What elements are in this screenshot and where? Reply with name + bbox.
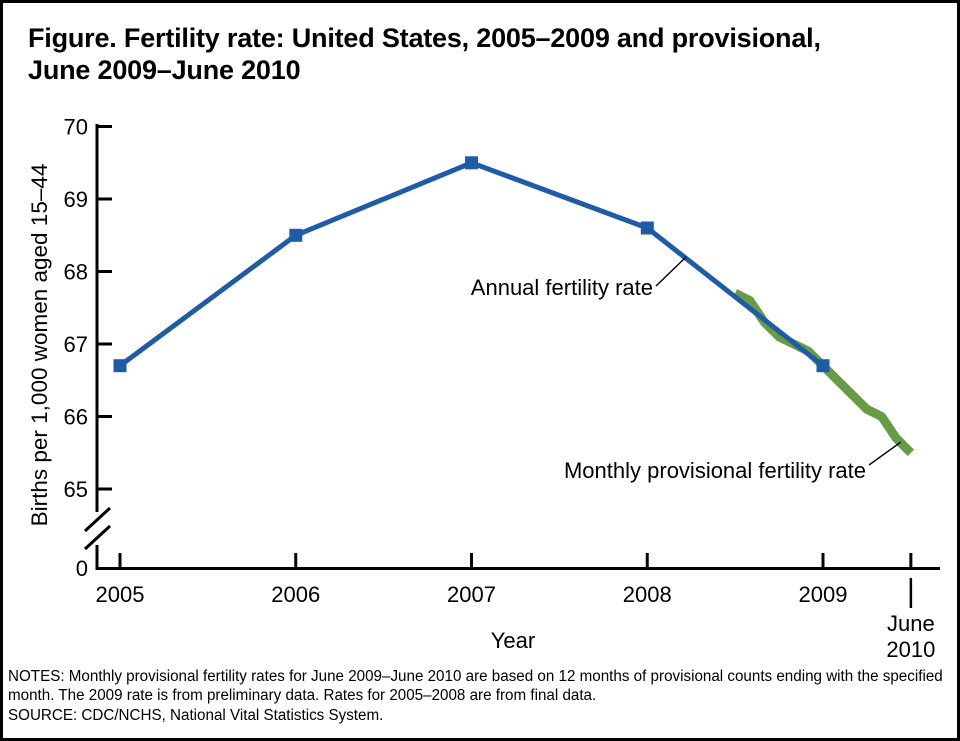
monthly-annotation: Monthly provisional fertility rate: [564, 458, 866, 483]
figure-title-line2: June 2009–June 2010: [28, 55, 301, 85]
notes-text: NOTES: Monthly provisional fertility rat…: [8, 668, 943, 705]
y-tick-label: 68: [64, 260, 88, 285]
annual-marker: [816, 359, 830, 373]
y-axis-break-icon: [83, 506, 112, 551]
y-tick-label: 67: [64, 332, 88, 357]
y-tick-label: 70: [64, 115, 88, 140]
annual-line: [118, 160, 825, 368]
x-tick-label: 2010: [886, 637, 935, 662]
annual-marker: [289, 228, 303, 242]
y-tick-label: 69: [64, 187, 88, 212]
figure-footnotes: NOTES: Monthly provisional fertility rat…: [8, 667, 949, 725]
source-text: SOURCE: CDC/NCHS, National Vital Statist…: [8, 706, 384, 724]
annual-marker: [113, 359, 127, 373]
x-axis-title: Year: [491, 628, 535, 653]
x-tick-label: 2009: [799, 582, 848, 607]
x-tick-label: 2005: [96, 582, 145, 607]
y-tick-label: 65: [64, 477, 88, 502]
x-tick-label: June: [887, 611, 935, 636]
annual-annotation: Annual fertility rate: [471, 275, 653, 300]
annual-marker: [640, 221, 654, 235]
x-tick-label: 2007: [447, 582, 496, 607]
annual-marker: [465, 156, 478, 170]
x-tick-label: 2008: [623, 582, 672, 607]
monthly-leader-line: [868, 441, 902, 466]
x-tick-label: 2006: [271, 582, 320, 607]
figure-title-line1: Figure. Fertility rate: United States, 2…: [28, 23, 821, 53]
figure-title: Figure. Fertility rate: United States, 2…: [28, 22, 928, 86]
annual-leader-line: [655, 256, 687, 287]
y-tick-label: 66: [64, 405, 88, 430]
y-zero-label: 0: [76, 556, 88, 581]
